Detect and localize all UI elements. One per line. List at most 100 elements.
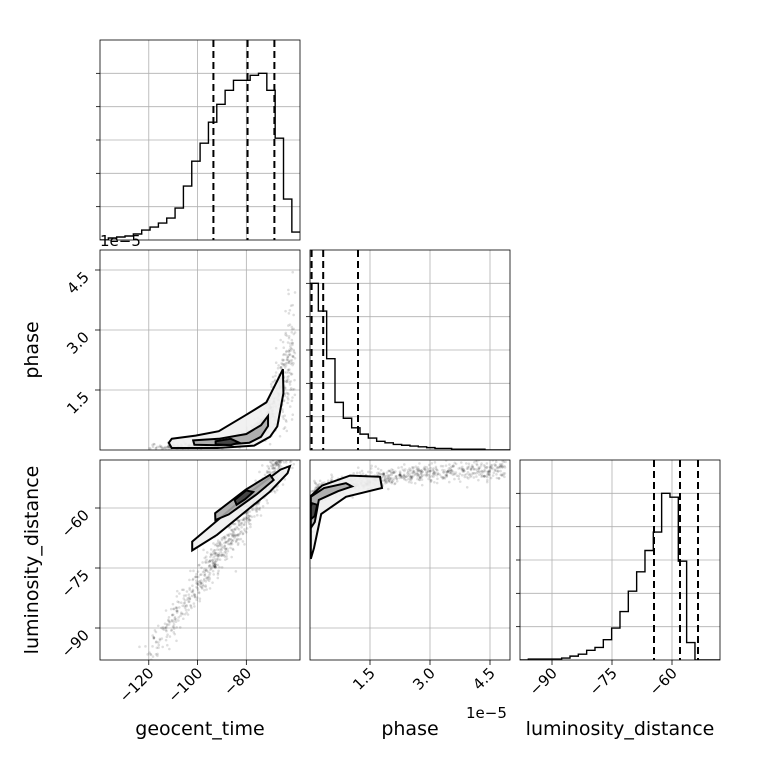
sample-point — [297, 455, 300, 458]
sample-point — [214, 565, 217, 569]
sample-point — [149, 653, 153, 656]
sample-point — [293, 331, 297, 334]
sample-point — [291, 355, 295, 359]
sample-point — [318, 479, 322, 483]
sample-point — [168, 647, 171, 651]
sample-point — [216, 558, 220, 561]
sample-point — [223, 555, 227, 558]
sample-point — [435, 481, 439, 485]
sample-point — [251, 507, 255, 511]
sample-point — [402, 477, 406, 480]
sample-point — [216, 554, 220, 557]
sample-point — [216, 541, 220, 545]
sample-point — [385, 480, 388, 484]
sample-point — [292, 362, 295, 365]
sample-point — [265, 469, 269, 473]
sample-point — [265, 471, 269, 475]
sample-point — [426, 473, 429, 476]
sample-point — [211, 550, 215, 554]
sample-point — [294, 436, 297, 439]
sample-point — [201, 561, 204, 564]
sample-point — [417, 468, 421, 472]
sample-point — [168, 620, 172, 624]
sample-point — [272, 463, 275, 467]
sample-point — [245, 518, 249, 521]
sample-point — [204, 555, 208, 559]
sample-point — [321, 481, 324, 485]
sample-point — [503, 466, 507, 469]
sample-point — [466, 467, 470, 470]
sample-point — [472, 471, 475, 475]
sample-point — [398, 473, 402, 477]
sample-point — [217, 543, 221, 547]
sample-point — [171, 625, 175, 628]
sample-point — [193, 595, 197, 599]
sample-point — [239, 531, 242, 534]
sample-point — [219, 554, 223, 558]
sample-point — [161, 627, 165, 631]
sample-point — [208, 564, 211, 568]
sample-point — [482, 475, 486, 478]
sample-point — [171, 613, 175, 617]
sample-point — [196, 570, 200, 573]
sample-point — [415, 471, 419, 475]
sample-point — [171, 613, 174, 617]
sample-point — [315, 483, 318, 486]
sample-point — [234, 570, 238, 573]
sample-point — [225, 554, 228, 558]
sample-point — [286, 361, 289, 365]
sample-point — [422, 467, 426, 470]
sample-point — [478, 473, 481, 476]
sample-point — [407, 477, 410, 481]
sample-point — [195, 575, 198, 579]
contour-line — [214, 437, 242, 447]
sample-point — [247, 518, 251, 522]
sample-point — [361, 472, 365, 476]
sample-point — [212, 573, 216, 576]
sample-point — [442, 457, 445, 460]
sample-point — [408, 467, 411, 470]
sample-point — [255, 513, 259, 517]
sample-point — [391, 471, 395, 475]
sample-point — [152, 637, 156, 640]
sample-point — [230, 555, 233, 559]
sample-point — [233, 528, 237, 532]
sample-point — [231, 528, 234, 532]
sample-point — [382, 473, 386, 476]
sample-point — [433, 461, 437, 464]
sample-point — [288, 441, 291, 444]
sample-point — [290, 327, 294, 331]
sample-point — [172, 607, 175, 611]
sample-point — [241, 540, 245, 543]
sample-point — [164, 626, 168, 630]
sample-point — [287, 292, 290, 296]
sample-point — [293, 444, 296, 447]
sample-point — [419, 476, 422, 479]
sample-point — [285, 391, 288, 395]
sample-point — [169, 629, 173, 632]
sample-point — [200, 566, 203, 570]
sample-point — [247, 516, 251, 520]
sample-point — [223, 535, 227, 538]
sample-point — [205, 558, 208, 562]
sample-point — [393, 482, 396, 486]
sample-point — [284, 460, 288, 462]
sample-point — [286, 358, 289, 362]
sample-point — [272, 460, 275, 462]
sample-point — [494, 460, 498, 461]
sample-point — [155, 646, 159, 650]
sample-point — [180, 611, 183, 615]
sample-point — [427, 463, 431, 467]
sample-point — [207, 565, 211, 568]
sample-point — [237, 542, 240, 545]
sample-point — [214, 554, 217, 558]
sample-point — [398, 474, 402, 477]
sample-point — [209, 552, 213, 556]
sample-point — [282, 399, 286, 402]
sample-point — [208, 560, 211, 563]
sample-point — [401, 476, 404, 479]
sample-point — [418, 478, 421, 481]
sample-point — [415, 467, 419, 470]
sample-point — [289, 387, 293, 390]
sample-point — [464, 462, 468, 465]
